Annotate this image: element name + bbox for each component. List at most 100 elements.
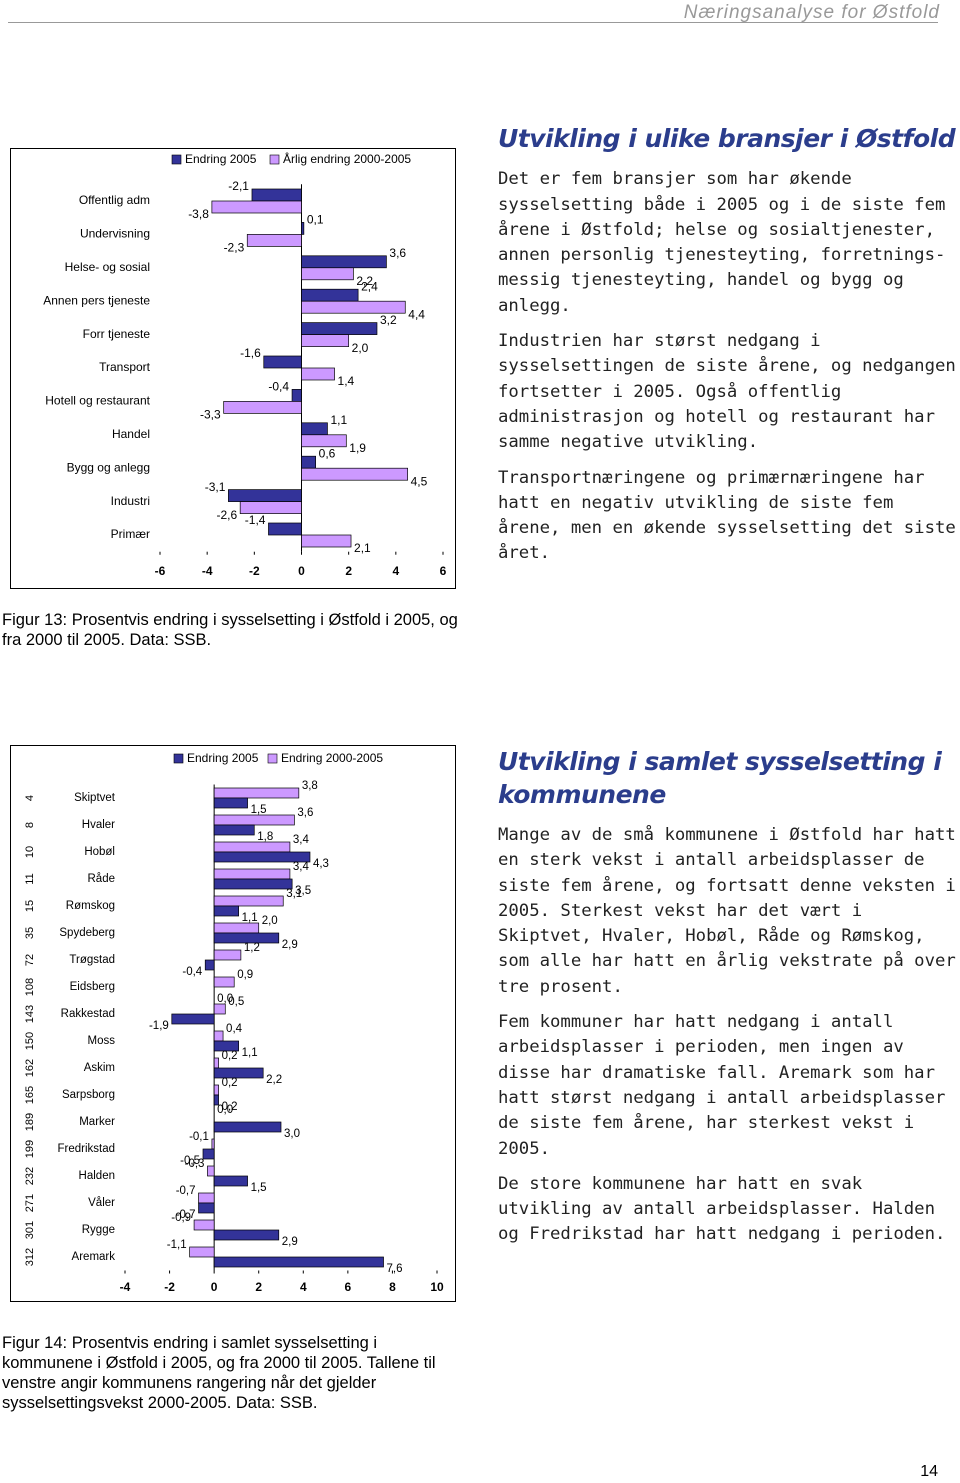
value-label: 3,4	[293, 861, 310, 873]
paragraph: Fem kommuner har hatt nedgang i antall a…	[498, 1012, 946, 1159]
value-label: 2,0	[262, 915, 278, 927]
bar	[301, 255, 387, 269]
x-tick-label: -4	[120, 1280, 131, 1294]
value-label: -0,9	[171, 1212, 191, 1224]
category-label: Hvaler	[82, 819, 115, 831]
bar	[204, 959, 215, 971]
bar	[213, 787, 300, 799]
rank-label: 232	[24, 1167, 36, 1185]
rank-label: 162	[24, 1059, 36, 1077]
rank-label: 10	[24, 846, 36, 858]
bar	[213, 1003, 226, 1015]
value-label: 0,1	[307, 213, 324, 227]
bar	[213, 1094, 219, 1106]
paragraph: Transportnæringene og primærnæringene ha…	[498, 467, 956, 564]
bar	[213, 851, 311, 863]
rank-label: 271	[24, 1194, 36, 1212]
value-label: 0,0	[217, 993, 233, 1005]
category-label: Helse- og sosial	[65, 260, 150, 274]
rank-label: 15	[24, 900, 36, 912]
value-label: 3,8	[302, 780, 318, 792]
legend-label: Endring 2005	[185, 152, 257, 166]
legend-label: Endring 2005	[187, 751, 259, 765]
value-label: 0,4	[226, 1023, 243, 1035]
category-label: Industri	[111, 494, 150, 508]
x-tick-label: 2	[255, 1280, 262, 1294]
bar	[171, 1013, 215, 1025]
bar	[301, 467, 408, 481]
bar	[213, 1256, 384, 1268]
rank-label: 150	[24, 1032, 36, 1050]
value-label: 7,6	[387, 1263, 403, 1275]
value-label: -0,1	[189, 1131, 209, 1143]
category-label: Askim	[84, 1062, 115, 1074]
value-label: 1,1	[242, 912, 258, 924]
value-label: 1,1	[242, 1047, 258, 1059]
legend-label: Årlig endring 2000-2005	[283, 151, 411, 166]
value-label: -0,7	[176, 1209, 196, 1221]
value-label: 3,6	[389, 246, 406, 260]
value-label: 1,4	[338, 374, 355, 388]
category-label: Marker	[79, 1116, 115, 1128]
bar	[301, 534, 352, 548]
bar	[213, 1030, 224, 1042]
category-label: Halden	[79, 1170, 115, 1182]
category-label: Rygge	[82, 1224, 115, 1236]
heading: Utvikling i ulike bransjer i Østfold	[498, 124, 956, 153]
category-label: Forr tjeneste	[83, 327, 151, 341]
bar	[213, 878, 293, 890]
value-label: 0,2	[222, 1077, 238, 1089]
value-label: 1,1	[330, 413, 347, 427]
header-rule	[8, 22, 938, 23]
value-label: 3,2	[380, 313, 397, 327]
bar	[213, 841, 291, 853]
bar	[213, 949, 242, 961]
caption: Figur 13: Prosentvis endring i sysselset…	[2, 611, 458, 649]
legend-swatch	[173, 753, 184, 764]
rank-label: 301	[24, 1221, 36, 1239]
value-label: 0,6	[319, 446, 336, 460]
value-label: 2,0	[352, 341, 369, 355]
value-label: 2,9	[282, 939, 298, 951]
value-label: -1,1	[167, 1239, 187, 1251]
x-tick-label: -4	[202, 564, 213, 578]
value-label: 0,2	[222, 1101, 238, 1113]
category-label: Rakkestad	[61, 1008, 115, 1020]
bar	[301, 455, 316, 469]
bar	[213, 895, 284, 907]
value-label: 2,4	[361, 279, 378, 293]
value-label: -0,7	[176, 1185, 196, 1197]
x-tick-label: 0	[298, 564, 305, 578]
value-label: 3,0	[284, 1128, 300, 1140]
category-label: Spydeberg	[59, 927, 115, 939]
value-label: -0,4	[182, 966, 202, 978]
bar	[228, 489, 302, 502]
page-number: 14	[920, 1463, 938, 1480]
bar	[213, 1057, 219, 1069]
category-label: Fredrikstad	[57, 1143, 115, 1155]
bar	[213, 932, 280, 944]
value-label: -3,8	[188, 207, 209, 221]
bar	[202, 1148, 215, 1160]
bar	[301, 288, 359, 302]
heading: Utvikling i samlet sysselsetting i kommu…	[498, 747, 942, 809]
x-tick-label: 10	[430, 1280, 444, 1294]
category-label: Hotell og restaurant	[45, 394, 150, 408]
bar	[268, 522, 302, 536]
paragraph: Industrien har størst nedgang i sysselse…	[498, 331, 956, 453]
paragraph: Mange av de små kommunene i Østfold har …	[498, 825, 956, 997]
rank-label: 72	[24, 954, 36, 966]
value-label: 3,6	[297, 807, 313, 819]
rank-label: 165	[24, 1086, 36, 1104]
category-label: Bygg og anlegg	[67, 460, 150, 474]
category-label: Rømskog	[66, 900, 115, 912]
bar	[223, 401, 302, 414]
rank-label: 35	[24, 927, 36, 939]
rank-label: 199	[24, 1140, 36, 1158]
value-label: 3,4	[293, 834, 310, 846]
chart-frame	[10, 745, 456, 1302]
bar	[198, 1192, 215, 1204]
caption: Figur 14: Prosentvis endring i samlet sy…	[2, 1334, 436, 1412]
bar	[301, 434, 347, 448]
